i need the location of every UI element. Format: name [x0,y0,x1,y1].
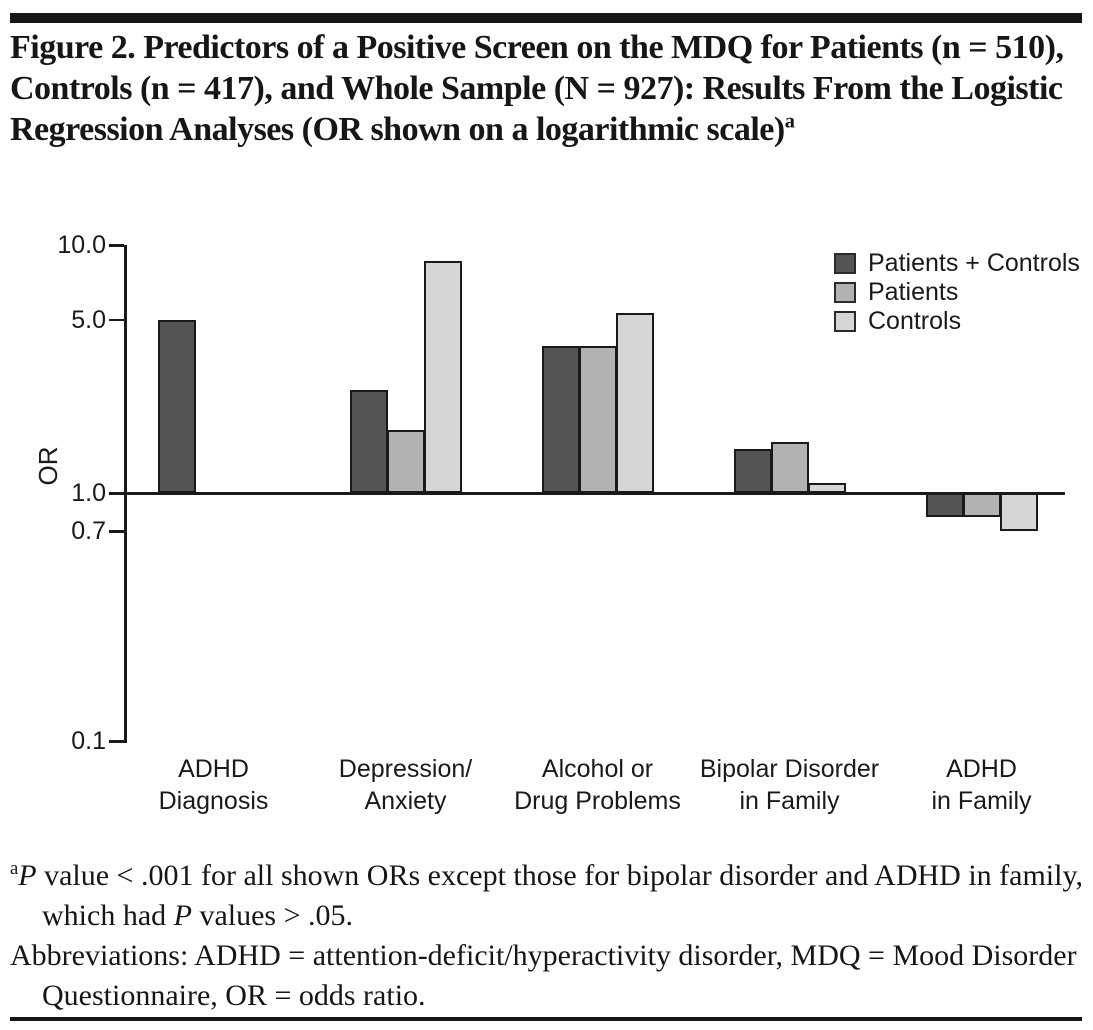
bar-patients-depression-anxiety [387,429,425,493]
bar-patients-controls-depression-anxiety [350,390,388,493]
bottom-rule [10,1017,1082,1021]
legend-swatch-controls [834,311,856,332]
bar-patients-adhd-in-family [963,493,1001,518]
bar-patients-bipolar-disorder-in-family [771,442,809,493]
legend-label: Patients [868,278,959,306]
top-rule [10,13,1082,23]
bar-controls-depression-anxiety [424,261,462,493]
legend-label: Controls [868,307,962,335]
x-category-label-line: ADHD [946,755,1017,783]
y-tick-label: 1.0 [71,479,106,507]
bar-patients-controls-bipolar-disorder-in-family [734,449,772,493]
figure-title-footnote-marker: a [784,110,795,133]
bar-patients-alcohol-or-drug-problems [579,346,617,493]
footnote-text: P [18,859,37,892]
x-category-label-alcohol-or-drug-problems: Alcohol or Drug Problems [483,753,713,817]
bar-patients-controls-alcohol-or-drug-problems [542,346,580,493]
bar-controls-bipolar-disorder-in-family [808,482,846,493]
legend-label: Patients + Controls [868,249,1080,277]
y-tick [109,492,124,495]
x-category-label-line: Alcohol or [541,755,654,783]
footnote-text: value < .001 for all shown ORs except th… [36,859,1084,932]
x-category-label-line: Diagnosis [158,787,269,815]
x-category-label-line: in Family [739,787,840,815]
bar-controls-adhd-in-family [1000,493,1038,532]
x-category-label-line: Drug Problems [514,787,681,815]
y-tick [109,530,124,533]
x-category-label-line: Bipolar Disorder [699,755,880,783]
legend-item-controls: Controls [834,307,1080,336]
x-category-label-adhd-diagnosis: ADHD Diagnosis [99,753,329,817]
footnote-marker: a [10,858,19,879]
legend-swatch-patients [834,282,856,303]
legend-item-patients-controls: Patients + Controls [834,249,1080,278]
footnote-text: P [173,899,192,932]
y-tick [109,318,124,322]
x-category-label-line: in Family [931,787,1032,815]
x-category-label-line: ADHD [178,755,249,783]
legend-swatch-patients-controls [834,253,856,274]
y-tick [109,244,124,247]
chart-legend: Patients + Controls Patients Controls [834,249,1080,336]
bar-patients-controls-adhd-diagnosis [158,319,196,493]
legend-item-patients: Patients [834,278,1080,307]
y-tick-label: 0.1 [71,727,106,755]
y-tick-label: 10.0 [57,231,106,259]
figure-title: Figure 2. Predictors of a Positive Scree… [10,27,1090,150]
footnote-text: values > .05. [191,899,354,932]
y-tick-label: 0.7 [71,517,106,546]
footnote-text: Abbreviations: ADHD = attention-deficit/… [10,939,1077,1012]
figure-footnotes: aP value < .001 for all shown ORs except… [10,856,1090,1016]
footnote: aP value < .001 for all shown ORs except… [10,856,1090,936]
baseline-or-1 [124,491,1065,495]
y-tick-label: 5.0 [71,305,106,334]
x-category-label-bipolar-disorder-in-family: Bipolar Disorder in Family [675,753,905,817]
x-category-label-adhd-in-family: ADHD in Family [867,753,1093,817]
x-category-label-depression-anxiety: Depression/Anxiety [291,753,521,817]
bar-patients-controls-adhd-in-family [926,493,964,518]
y-tick [109,740,124,743]
bar-controls-alcohol-or-drug-problems [616,313,654,493]
figure-title-text: Figure 2. Predictors of a Positive Scree… [10,29,1064,148]
x-category-label-line: Anxiety [364,787,447,815]
footnote: Abbreviations: ADHD = attention-deficit/… [10,936,1090,1016]
x-category-label-line: Depression/ [338,755,473,783]
